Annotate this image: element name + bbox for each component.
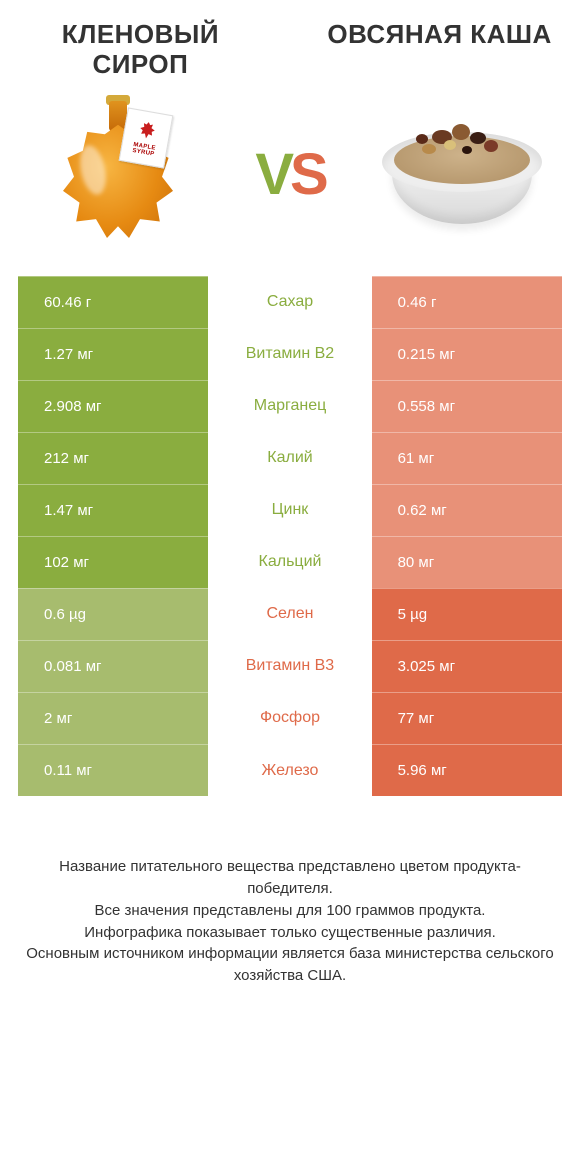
nutrient-left-value: 0.081 мг (18, 640, 208, 692)
product-titles-row: КЛЕНОВЫЙ СИРОП ОВСЯНАЯ КАША (18, 20, 562, 80)
oat-topping (484, 140, 498, 152)
nutrient-row: 1.47 мгЦинк0.62 мг (18, 484, 562, 536)
nutrient-label: Марганец (208, 380, 371, 432)
nutrient-right-value: 5 µg (372, 588, 562, 640)
product-images-row: MAPLESYRUP VS (18, 90, 562, 260)
nutrient-right-value: 0.215 мг (372, 328, 562, 380)
maple-syrup-icon: MAPLESYRUP (43, 95, 193, 255)
nutrient-row: 1.27 мгВитамин B20.215 мг (18, 328, 562, 380)
nutrient-row: 0.081 мгВитамин B33.025 мг (18, 640, 562, 692)
nutrient-left-value: 2 мг (18, 692, 208, 744)
nutrient-right-value: 0.558 мг (372, 380, 562, 432)
vs-label: VS (255, 141, 324, 208)
oat-topping (462, 146, 472, 154)
footer-line: Название питательного вещества представл… (18, 856, 562, 900)
left-product-title: КЛЕНОВЫЙ СИРОП (18, 20, 263, 80)
oat-topping (452, 124, 470, 140)
vs-s: S (290, 141, 325, 208)
nutrient-left-value: 60.46 г (18, 276, 208, 328)
nutrient-left-value: 1.27 мг (18, 328, 208, 380)
nutrient-row: 2.908 мгМарганец0.558 мг (18, 380, 562, 432)
vs-v: V (255, 141, 290, 208)
oat-topping (444, 140, 456, 150)
nutrient-label: Сахар (208, 276, 371, 328)
nutrient-label: Железо (208, 744, 371, 796)
infographic-container: КЛЕНОВЫЙ СИРОП ОВСЯНАЯ КАША MAPLESYRUP V… (0, 0, 580, 1007)
nutrient-label: Селен (208, 588, 371, 640)
nutrient-left-value: 1.47 мг (18, 484, 208, 536)
nutrient-right-value: 3.025 мг (372, 640, 562, 692)
right-product-image (362, 90, 562, 260)
footer-line: Инфографика показывает только существенн… (18, 922, 562, 944)
nutrient-right-value: 0.62 мг (372, 484, 562, 536)
left-product-image: MAPLESYRUP (18, 90, 218, 260)
nutrient-left-value: 2.908 мг (18, 380, 208, 432)
nutrient-table: 60.46 гСахар0.46 г1.27 мгВитамин B20.215… (18, 276, 562, 797)
nutrient-label: Цинк (208, 484, 371, 536)
nutrient-left-value: 0.11 мг (18, 744, 208, 796)
nutrient-row: 60.46 гСахар0.46 г (18, 276, 562, 328)
nutrient-right-value: 61 мг (372, 432, 562, 484)
oatmeal-bowl-icon (372, 110, 552, 240)
footer-line: Основным источником информации является … (18, 943, 562, 987)
nutrient-right-value: 5.96 мг (372, 744, 562, 796)
footer-line: Все значения представлены для 100 граммо… (18, 900, 562, 922)
nutrient-row: 102 мгКальций80 мг (18, 536, 562, 588)
nutrient-row: 0.11 мгЖелезо5.96 мг (18, 744, 562, 796)
nutrient-right-value: 80 мг (372, 536, 562, 588)
footer-notes: Название питательного вещества представл… (18, 856, 562, 987)
nutrient-right-value: 77 мг (372, 692, 562, 744)
nutrient-label: Витамин B2 (208, 328, 371, 380)
nutrient-left-value: 212 мг (18, 432, 208, 484)
nutrient-row: 2 мгФосфор77 мг (18, 692, 562, 744)
nutrient-label: Фосфор (208, 692, 371, 744)
oat-topping (422, 144, 436, 154)
nutrient-left-value: 0.6 µg (18, 588, 208, 640)
oat-topping (470, 132, 486, 144)
nutrient-row: 0.6 µgСелен5 µg (18, 588, 562, 640)
nutrient-row: 212 мгКалий61 мг (18, 432, 562, 484)
nutrient-left-value: 102 мг (18, 536, 208, 588)
nutrient-right-value: 0.46 г (372, 276, 562, 328)
maple-tag-icon: MAPLESYRUP (119, 107, 174, 168)
nutrient-label: Калий (208, 432, 371, 484)
right-product-title: ОВСЯНАЯ КАША (317, 20, 562, 80)
nutrient-label: Витамин B3 (208, 640, 371, 692)
nutrient-label: Кальций (208, 536, 371, 588)
oat-topping (416, 134, 428, 144)
